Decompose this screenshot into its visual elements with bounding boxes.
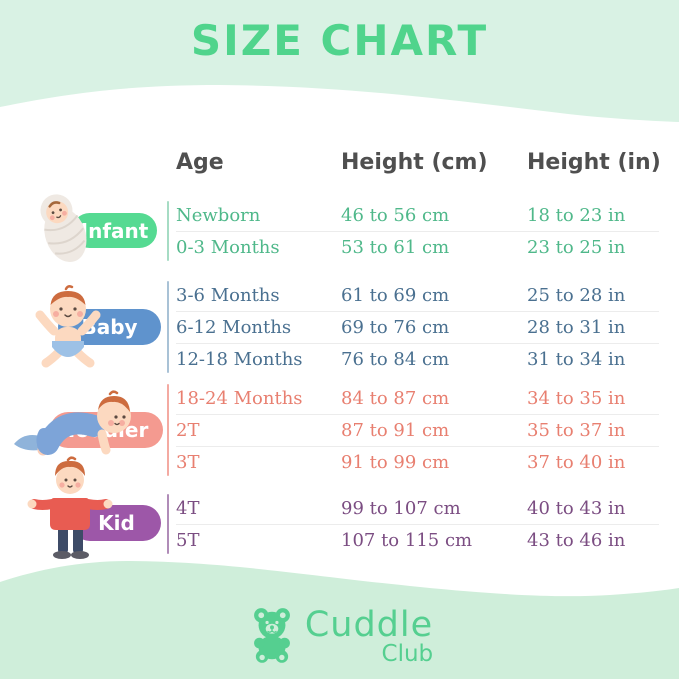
cell-height-in: 35 to 37 in xyxy=(527,420,626,441)
top-wave-background xyxy=(0,0,679,122)
cell-age: 0-3 Months xyxy=(176,237,280,258)
cell-age: 12-18 Months xyxy=(176,349,303,370)
size-rows-baby: 3-6 Months 61 to 69 cm 25 to 28 in 6-12 Mon… xyxy=(176,279,659,375)
cell-height-in: 25 to 28 in xyxy=(527,284,626,306)
cell-age: 6-12 Months xyxy=(176,317,292,338)
size-rows-toddler: 18-24 Months 84 to 87 cm 34 to 35 in 2T 87 t… xyxy=(176,382,659,478)
page-title: SIZE CHART xyxy=(190,16,489,65)
cell-height-cm: 84 to 87 cm xyxy=(341,387,450,409)
cell-age: 3-6 Months xyxy=(176,284,280,306)
bottom-wave-background xyxy=(0,561,679,679)
cell-age: 5T xyxy=(176,530,200,551)
table-row: 12-18 Months 76 to 84 cm 31 to 34 in xyxy=(176,343,659,375)
table-row: 3-6 Months 61 to 69 cm 25 to 28 in xyxy=(176,279,659,311)
column-header-height-in: Height (in) xyxy=(527,150,661,175)
size-group-kid: Kid 4T 99 to 107 cm 40 to 43 in 5T 107 to 11… xyxy=(0,456,659,559)
crawling-toddler-illustration xyxy=(14,390,131,456)
cell-height-cm: 91 to 99 cm xyxy=(341,452,450,473)
cell-height-in: 37 to 40 in xyxy=(527,452,626,473)
table-row: 0-3 Months 53 to 61 cm 23 to 25 in xyxy=(176,231,659,263)
cell-height-cm: 99 to 107 cm xyxy=(341,497,461,519)
swaddled-infant-illustration xyxy=(40,194,87,262)
cell-height-in: 23 to 25 in xyxy=(527,237,626,258)
column-header-age: Age xyxy=(176,150,224,175)
table-row: Newborn 46 to 56 cm 18 to 23 in xyxy=(176,199,659,231)
table-row: 2T 87 to 91 cm 35 to 37 in xyxy=(176,414,659,446)
cell-age: 3T xyxy=(176,452,200,473)
section-divider-line xyxy=(167,384,169,476)
size-rows-kid: 4T 99 to 107 cm 40 to 43 in 5T 107 to 115 cm… xyxy=(176,492,659,556)
table-row: 5T 107 to 115 cm 43 to 46 in xyxy=(176,524,659,556)
cell-height-in: 18 to 23 in xyxy=(527,204,626,226)
cell-height-in: 40 to 43 in xyxy=(527,497,626,519)
cell-height-cm: 53 to 61 cm xyxy=(341,237,450,258)
table-row: 3T 91 to 99 cm 37 to 40 in xyxy=(176,446,659,478)
column-header-height-cm: Height (cm) xyxy=(341,150,488,175)
size-group-infant: Infant Newborn 46 to 56 cm 18 to 23 in 0-3 … xyxy=(0,194,659,263)
cell-age: 18-24 Months xyxy=(176,387,303,409)
cell-height-cm: 69 to 76 cm xyxy=(341,317,450,338)
cell-height-cm: 87 to 91 cm xyxy=(341,420,450,441)
section-divider-line xyxy=(167,281,169,373)
cell-height-in: 31 to 34 in xyxy=(527,349,626,370)
cell-height-in: 43 to 46 in xyxy=(527,530,626,551)
cell-height-cm: 61 to 69 cm xyxy=(341,284,450,306)
brand-subname: Club xyxy=(381,641,434,667)
cell-age: 2T xyxy=(176,420,200,441)
size-rows-infant: Newborn 46 to 56 cm 18 to 23 in 0-3 Months 5… xyxy=(176,199,659,263)
brand-footer: Cuddle Club xyxy=(0,606,679,666)
brand-wordmark: Cuddle Club xyxy=(305,606,433,666)
cell-height-cm: 107 to 115 cm xyxy=(341,530,473,551)
size-group-baby: Baby 3-6 Months 61 to 69 cm 25 to 28 in 6-1… xyxy=(0,279,659,375)
cell-height-cm: 46 to 56 cm xyxy=(341,204,450,226)
section-divider-line xyxy=(167,201,169,261)
cell-height-in: 28 to 31 in xyxy=(527,317,626,338)
brand-name: Cuddle xyxy=(304,605,434,645)
table-row: 4T 99 to 107 cm 40 to 43 in xyxy=(176,492,659,524)
section-divider-line xyxy=(167,494,169,554)
table-row: 18-24 Months 84 to 87 cm 34 to 35 in xyxy=(176,382,659,414)
teddy-bear-logo-icon xyxy=(253,608,290,663)
table-row: 6-12 Months 69 to 76 cm 28 to 31 in xyxy=(176,311,659,343)
cell-age: 4T xyxy=(176,497,200,519)
cell-height-in: 34 to 35 in xyxy=(527,387,626,409)
cell-height-cm: 76 to 84 cm xyxy=(341,349,450,370)
sitting-baby-illustration xyxy=(35,285,101,368)
standing-kid-illustration xyxy=(27,456,113,559)
cell-age: Newborn xyxy=(176,204,261,226)
